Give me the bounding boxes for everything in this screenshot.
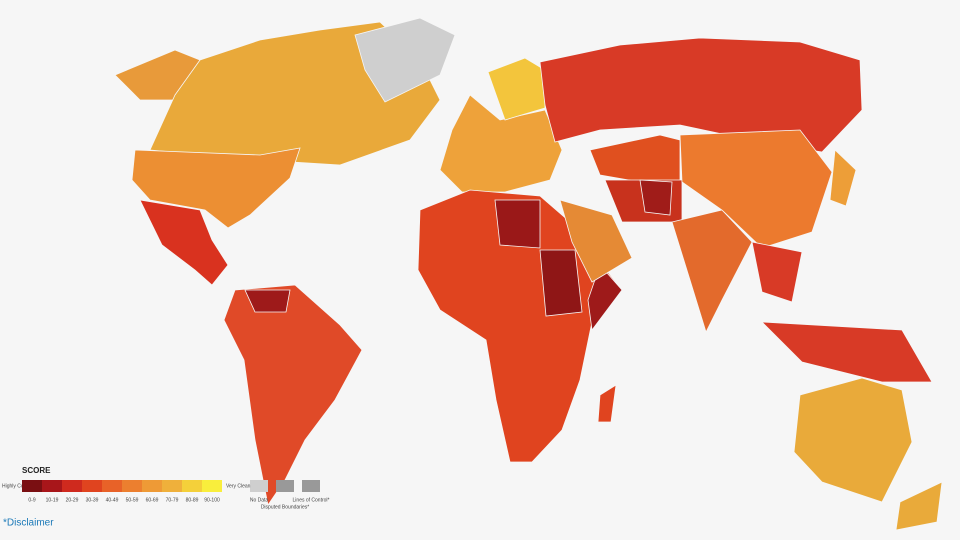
greenland bbox=[354, 17, 456, 103]
legend-swatch bbox=[202, 480, 222, 492]
madagascar bbox=[597, 384, 617, 423]
legend-swatch bbox=[102, 480, 122, 492]
bin-label: 20-29 bbox=[66, 497, 79, 503]
no-data-label: No Data bbox=[250, 497, 269, 503]
legend-swatch bbox=[82, 480, 102, 492]
high-label: Very Clean bbox=[226, 483, 251, 489]
russia bbox=[539, 37, 863, 153]
australia bbox=[793, 377, 913, 503]
somalia bbox=[587, 264, 623, 332]
disclaimer-link[interactable]: *Disclaimer bbox=[3, 518, 54, 529]
bin-label: 70-79 bbox=[166, 497, 179, 503]
legend-swatch bbox=[122, 480, 142, 492]
arabia bbox=[559, 199, 633, 283]
legend-swatch bbox=[22, 480, 42, 492]
legend-swatch bbox=[162, 480, 182, 492]
mexico-central-america bbox=[139, 199, 229, 286]
legend: SCORE Highly Corrupt No Data Disputed Bo… bbox=[2, 466, 330, 510]
legend-title: SCORE bbox=[22, 466, 51, 475]
bin-label: 10-19 bbox=[46, 497, 59, 503]
venezuela bbox=[244, 289, 291, 313]
lines-label: Lines of Control* bbox=[293, 497, 330, 503]
legend-swatch bbox=[182, 480, 202, 492]
low-label: Highly Corrupt bbox=[2, 483, 35, 489]
sudan bbox=[539, 249, 583, 317]
legend-swatch bbox=[42, 480, 62, 492]
bin-label: 60-69 bbox=[146, 497, 159, 503]
bin-label: 80-89 bbox=[186, 497, 199, 503]
disputed-label: Disputed Boundaries* bbox=[261, 504, 309, 510]
lines-swatch bbox=[302, 480, 320, 492]
south-america bbox=[223, 284, 363, 507]
usa bbox=[131, 147, 301, 229]
bin-label: 40-49 bbox=[106, 497, 119, 503]
southeast-asia bbox=[751, 241, 803, 303]
libya bbox=[494, 199, 541, 249]
indonesia bbox=[760, 321, 933, 383]
legend-swatch bbox=[62, 480, 82, 492]
countries bbox=[114, 17, 943, 531]
bin-label: 90-100 bbox=[204, 497, 220, 503]
disputed-swatch bbox=[276, 480, 294, 492]
bin-label: 0-9 bbox=[28, 497, 35, 503]
new-zealand bbox=[895, 481, 943, 531]
bin-label: 30-39 bbox=[86, 497, 99, 503]
bin-label: 50-59 bbox=[126, 497, 139, 503]
no-data-swatch bbox=[250, 480, 268, 492]
afghanistan bbox=[639, 179, 673, 216]
japan bbox=[829, 149, 857, 207]
legend-swatch bbox=[142, 480, 162, 492]
china bbox=[679, 129, 833, 249]
